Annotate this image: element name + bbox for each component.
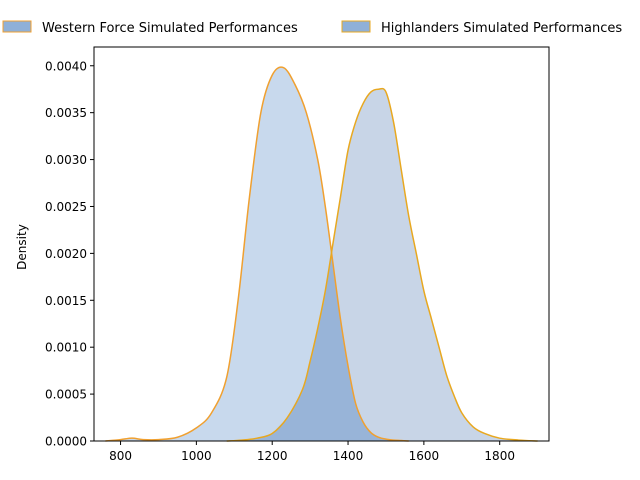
legend-swatch-highlanders — [341, 20, 371, 33]
density-area-highlanders — [226, 88, 538, 442]
legend-swatch-western-force — [2, 20, 32, 33]
y-tick-label: 0.0040 — [45, 59, 87, 73]
plot-frame — [93, 46, 550, 442]
plot-area — [105, 66, 538, 442]
legend-label-western-force: Western Force Simulated Performances — [42, 21, 298, 36]
x-tick-label: 1400 — [333, 449, 364, 463]
y-tick-label: 0.0020 — [45, 247, 87, 261]
x-tick-label: 1600 — [409, 449, 440, 463]
x-tick-label: 800 — [109, 449, 132, 463]
y-tick-label: 0.0005 — [45, 388, 87, 402]
axes: 800 1000 1200 1400 1600 1800 0.0000 0.0005 0.001… — [45, 46, 550, 463]
y-axis-label: Density — [15, 224, 29, 270]
legend: Western Force Simulated Performances Hig… — [2, 20, 622, 36]
density-overlap-area — [226, 255, 409, 441]
density-line-western-force — [105, 66, 409, 442]
x-tick-label: 1000 — [181, 449, 212, 463]
y-tick-label: 0.0010 — [45, 341, 87, 355]
density-line-highlanders — [226, 87, 538, 442]
legend-label-highlanders: Highlanders Simulated Performances — [381, 21, 622, 36]
y-tick-label: 0.0035 — [45, 106, 87, 120]
x-tick-label: 1200 — [257, 449, 288, 463]
x-tick-label: 1800 — [484, 449, 515, 463]
y-tick-label: 0.0000 — [45, 435, 87, 449]
y-tick-label: 0.0025 — [45, 200, 87, 214]
y-tick-label: 0.0015 — [45, 294, 87, 308]
y-tick-label: 0.0030 — [45, 153, 87, 167]
